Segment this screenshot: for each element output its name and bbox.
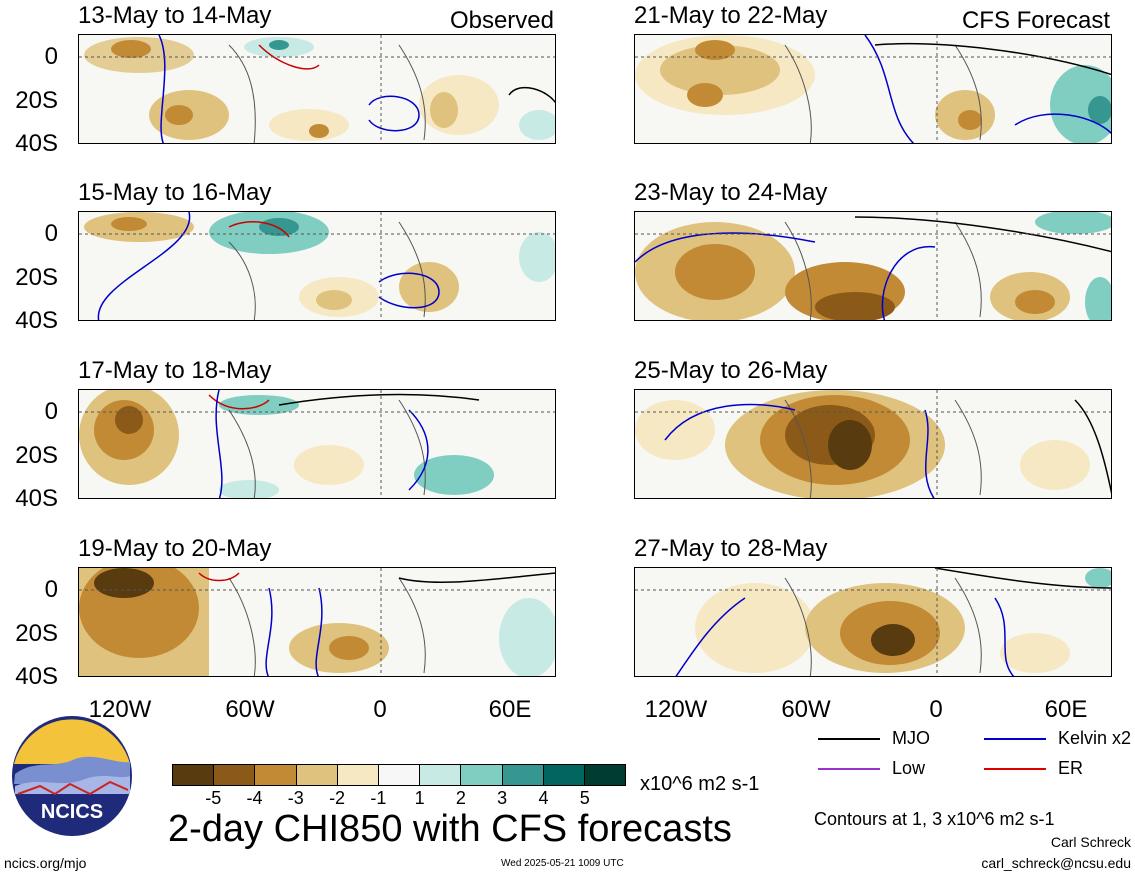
colorbar-tick-label: -2 — [329, 788, 346, 808]
map-panel-obs-1 — [78, 34, 556, 144]
cfs-forecast-label: CFS Forecast — [961, 7, 1110, 34]
lon-label-60e-left: 60E — [488, 696, 532, 723]
site-link[interactable]: ncics.org/mjo — [4, 855, 87, 871]
colorbar-swatch — [295, 765, 337, 785]
legend-er-line — [984, 767, 1046, 770]
main-title: 2-day CHI850 with CFS forecasts — [168, 808, 732, 850]
lat-label-20s-row2: 20S — [15, 264, 58, 291]
legend-mjo-label: MJO — [892, 728, 930, 748]
colorbar-tick-label: 5 — [579, 788, 590, 808]
colorbar-tick-label: -3 — [287, 788, 304, 808]
ncics-logo: NCICS — [10, 714, 134, 838]
author-email: carl_schreck@ncsu.edu — [981, 855, 1131, 871]
lon-label-60e-right: 60E — [1044, 696, 1088, 723]
colorbar-swatch — [254, 765, 296, 785]
map-panel-obs-3 — [78, 389, 556, 499]
lat-label-40s-row3: 40S — [15, 485, 58, 512]
lat-label-40s-row1: 40S — [15, 130, 58, 157]
lat-label-0-row2: 0 — [44, 220, 58, 247]
map-panel-fcst-2 — [634, 211, 1112, 321]
observed-label: Observed — [449, 7, 554, 34]
panel-title-obs-1: 13-May to 14-May — [78, 2, 272, 29]
lat-label-0-row1: 0 — [44, 43, 58, 70]
lat-label-0-row3: 0 — [44, 398, 58, 425]
legend-kelvin-line — [984, 737, 1046, 740]
colorbar-tick-label: 4 — [538, 788, 549, 808]
colorbar-swatch — [583, 765, 626, 785]
lon-label-60w-left: 60W — [225, 696, 275, 723]
colorbar-swatch — [460, 765, 502, 785]
colorbar-tick-label: 1 — [414, 788, 425, 808]
colorbar-swatch — [542, 765, 584, 785]
panel-title-fcst-1: 21-May to 22-May — [634, 2, 828, 29]
map-panel-fcst-3 — [634, 389, 1112, 499]
colorbar-swatch — [173, 765, 214, 785]
colorbar-swatch — [213, 765, 255, 785]
map-panel-obs-4 — [78, 567, 556, 677]
panel-title-fcst-2: 23-May to 24-May — [634, 179, 828, 206]
legend-mjo: MJO — [818, 728, 930, 749]
colorbar-tick-label: -5 — [205, 788, 222, 808]
lat-label-20s-row1: 20S — [15, 87, 58, 114]
contours-note: Contours at 1, 3 x10^6 m2 s-1 — [814, 809, 1055, 829]
panel-title-obs-2: 15-May to 16-May — [78, 179, 272, 206]
map-panel-obs-2 — [78, 211, 556, 321]
colorbar-swatch — [501, 765, 543, 785]
lon-label-120w-right: 120W — [644, 696, 708, 723]
lon-label-0-left: 0 — [373, 696, 387, 723]
panel-title-fcst-3: 25-May to 26-May — [634, 357, 828, 384]
legend-kelvin: Kelvin x2 — [984, 728, 1131, 749]
legend-er: ER — [984, 758, 1083, 779]
colorbar-tick-label: 2 — [455, 788, 466, 808]
lat-label-40s-row2: 40S — [15, 307, 58, 334]
legend-low-line — [818, 767, 880, 770]
author-name: Carl Schreck — [1050, 834, 1131, 850]
timestamp: Wed 2025-05-21 1009 UTC — [501, 858, 624, 869]
colorbar-tick-label: -4 — [246, 788, 263, 808]
map-panel-fcst-1 — [634, 34, 1112, 144]
legend-er-label: ER — [1058, 758, 1084, 778]
panel-title-fcst-4: 27-May to 28-May — [634, 535, 828, 562]
panel-title-obs-3: 17-May to 18-May — [78, 357, 272, 384]
map-panel-fcst-4 — [634, 567, 1112, 677]
lat-label-20s-row4: 20S — [15, 620, 58, 647]
lat-label-40s-row4: 40S — [15, 663, 58, 690]
lat-label-0-row4: 0 — [44, 576, 58, 603]
colorbar-swatch — [419, 765, 461, 785]
lon-label-120w-left: 120W — [88, 696, 152, 723]
colorbar-units: x10^6 m2 s-1 — [640, 773, 760, 795]
lon-label-60w-right: 60W — [781, 696, 831, 723]
lat-label-20s-row3: 20S — [15, 442, 58, 469]
legend-mjo-line — [818, 737, 880, 740]
legend-low: Low — [818, 758, 925, 779]
colorbar — [172, 764, 626, 786]
logo-text: NCICS — [41, 801, 103, 823]
colorbar-swatch — [336, 765, 378, 785]
panel-title-obs-4: 19-May to 20-May — [78, 535, 272, 562]
colorbar-swatch — [377, 765, 420, 785]
lon-label-0-right: 0 — [929, 696, 943, 723]
legend-low-label: Low — [892, 758, 926, 778]
colorbar-tick-label: -1 — [370, 788, 387, 808]
colorbar-tick-label: 3 — [497, 788, 508, 808]
legend-kelvin-label: Kelvin x2 — [1058, 728, 1132, 748]
